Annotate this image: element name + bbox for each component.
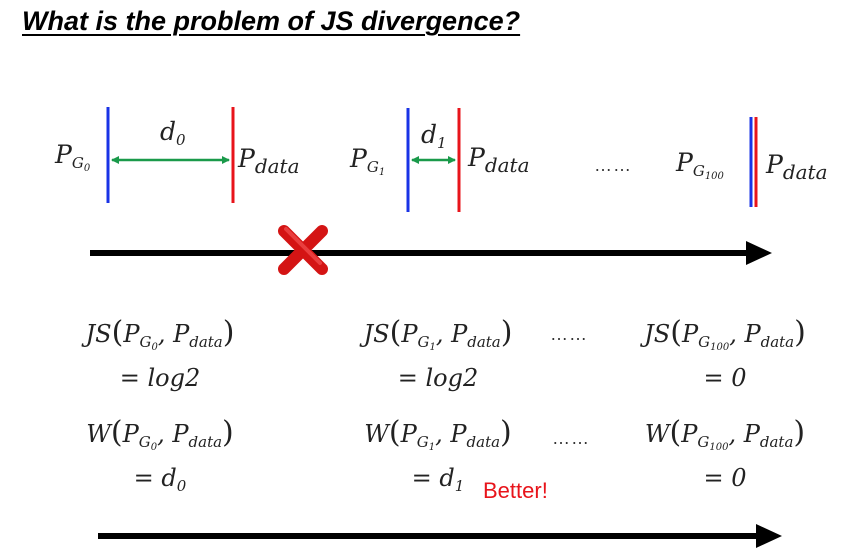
w-formula-1: W(PG1, Pdata) = d1 [330, 418, 546, 501]
w-result-1: = d1 [411, 464, 465, 495]
js-formula-1: JS(PG1, Pdata) = log2 [330, 318, 546, 393]
data-label-100: Pdata [766, 150, 828, 184]
w-ellipsis: …… [552, 428, 590, 448]
distance-label-0: d0 [160, 117, 186, 149]
w-formula-0: W(PG0, Pdata) = d0 [52, 418, 268, 501]
generator-label-0: PG0 [55, 140, 91, 174]
progress-arrow-bottom-head [756, 524, 782, 548]
generator-label-1: PG1 [350, 144, 386, 178]
js-result-1: = log2 [397, 364, 479, 392]
js-formula-100: JS(PG100, Pdata) = 0 [612, 318, 838, 393]
better-annotation: Better! [483, 478, 548, 503]
distance-label-1: d1 [421, 120, 447, 152]
w-formula-100: W(PG100, Pdata) = 0 [612, 418, 838, 501]
js-result-100: = 0 [703, 364, 747, 392]
w-result-0: = d0 [133, 464, 187, 495]
js-formula-0: JS(PG0, Pdata) = log2 [52, 318, 268, 393]
top-ellipsis: …… [594, 155, 632, 175]
page-title: What is the problem of JS divergence? [22, 6, 521, 36]
js-result-0: = log2 [119, 364, 201, 392]
generator-label-100: PG100 [676, 148, 724, 182]
data-label-0: Pdata [238, 144, 300, 178]
progress-arrow-top-head [746, 241, 772, 265]
js-ellipsis: …… [550, 324, 588, 344]
data-label-1: Pdata [468, 143, 530, 177]
red-x-icon [278, 225, 328, 275]
w-result-100: = 0 [703, 464, 747, 492]
